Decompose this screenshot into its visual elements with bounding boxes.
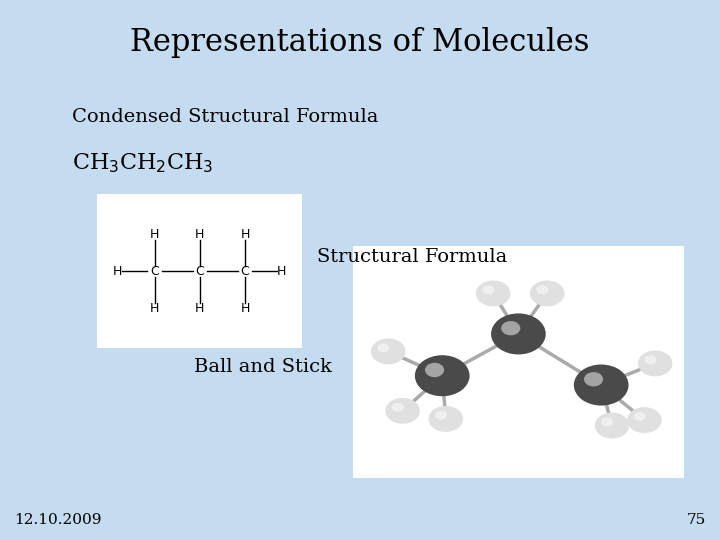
Bar [353,246,684,478]
Circle shape [574,364,629,406]
Text: H: H [150,228,159,241]
Circle shape [595,413,629,438]
Circle shape [482,285,495,294]
Circle shape [385,398,420,424]
Text: Condensed Structural Formula: Condensed Structural Formula [72,108,379,126]
Text: C: C [195,265,204,278]
Text: H: H [240,301,250,315]
Circle shape [371,339,405,364]
Circle shape [435,411,447,420]
Text: 75: 75 [686,512,706,526]
Text: H: H [240,228,250,241]
Bar [97,194,302,348]
Circle shape [644,355,657,364]
Text: H: H [195,228,204,241]
Circle shape [536,285,549,294]
Circle shape [425,363,444,377]
Text: 12.10.2009: 12.10.2009 [14,512,102,526]
Circle shape [584,372,603,387]
Text: C: C [240,265,249,278]
Text: H: H [113,265,122,278]
Text: Ball and Stick: Ball and Stick [194,358,333,376]
Text: C: C [150,265,159,278]
Circle shape [501,321,521,335]
Circle shape [634,412,646,421]
Circle shape [377,343,390,352]
Text: CH$_3$CH$_2$CH$_3$: CH$_3$CH$_2$CH$_3$ [72,151,213,175]
Text: H: H [150,301,159,315]
Circle shape [491,313,546,354]
Circle shape [601,417,613,427]
Text: H: H [195,301,204,315]
Text: Representations of Molecules: Representations of Molecules [130,27,590,58]
Circle shape [530,280,564,306]
Text: Structural Formula: Structural Formula [317,247,507,266]
Text: H: H [277,265,287,278]
Circle shape [627,407,662,433]
Circle shape [638,350,672,376]
Circle shape [392,403,404,411]
Circle shape [415,355,469,396]
Circle shape [428,406,463,432]
Circle shape [476,280,510,306]
